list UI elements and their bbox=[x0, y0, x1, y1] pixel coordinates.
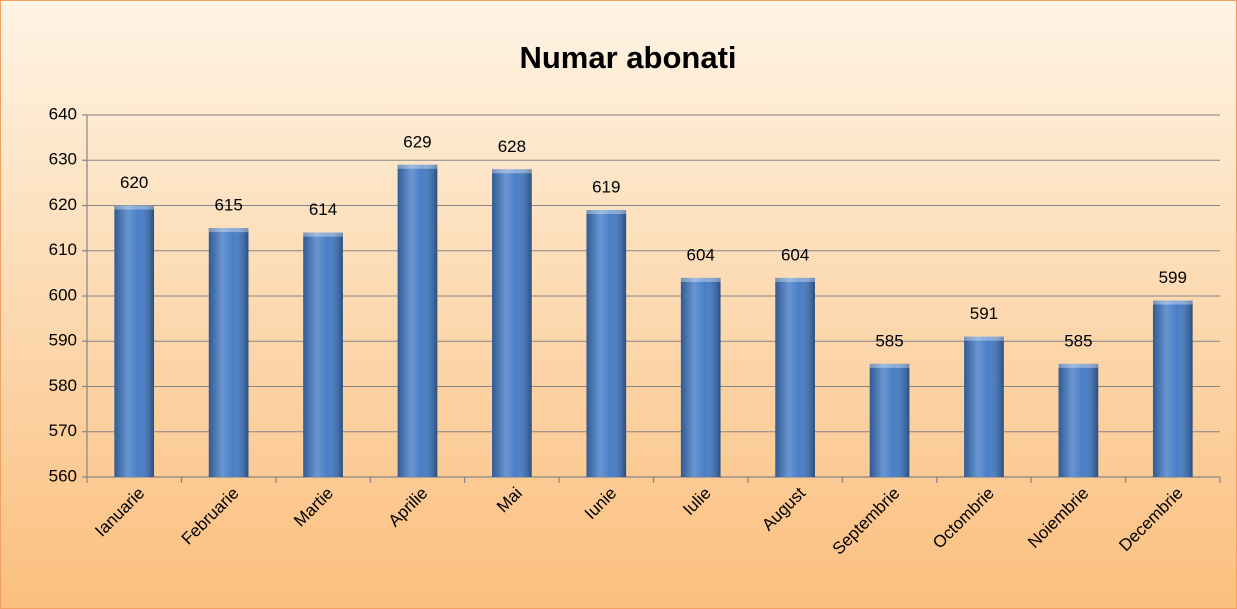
data-label: 614 bbox=[309, 200, 337, 219]
bar-cap bbox=[492, 169, 532, 174]
y-tick-label: 590 bbox=[49, 331, 77, 350]
data-label: 599 bbox=[1159, 268, 1187, 287]
bar-cap bbox=[775, 277, 815, 282]
bar-shade bbox=[1058, 363, 1099, 477]
bar-shade bbox=[869, 363, 910, 477]
y-tick-label: 640 bbox=[49, 104, 77, 123]
bar-cap bbox=[1058, 363, 1099, 368]
y-tick-label: 610 bbox=[49, 240, 77, 259]
y-tick-label: 570 bbox=[49, 421, 77, 440]
bar-shade bbox=[114, 205, 155, 477]
bar-shade bbox=[586, 210, 627, 477]
y-tick-label: 600 bbox=[49, 285, 77, 304]
bar-cap bbox=[586, 210, 627, 215]
bar-cap bbox=[964, 336, 1004, 341]
bar-shade bbox=[208, 228, 249, 477]
data-label: 591 bbox=[970, 304, 998, 323]
data-label: 628 bbox=[498, 137, 526, 156]
y-tick-label: 630 bbox=[49, 150, 77, 169]
data-label: 615 bbox=[214, 196, 242, 215]
y-tick-label: 580 bbox=[49, 376, 77, 395]
bar-shade bbox=[680, 277, 721, 477]
bar-cap bbox=[869, 363, 910, 368]
bar-shade bbox=[964, 336, 1004, 477]
bar-shade bbox=[397, 164, 438, 477]
data-label: 629 bbox=[403, 132, 431, 151]
bar-cap bbox=[680, 277, 721, 282]
y-tick-label: 620 bbox=[49, 195, 77, 214]
bar-shade bbox=[303, 232, 343, 477]
data-label: 620 bbox=[120, 173, 148, 192]
bar-shade bbox=[492, 169, 532, 478]
y-tick-label: 560 bbox=[49, 466, 77, 485]
data-label: 619 bbox=[592, 178, 620, 197]
bar-shade bbox=[775, 277, 815, 477]
bar-cap bbox=[114, 205, 155, 210]
bar-cap bbox=[208, 228, 249, 233]
bar-cap bbox=[303, 232, 343, 237]
data-label: 585 bbox=[875, 331, 903, 350]
chart-title: Numar abonati bbox=[519, 40, 736, 75]
bar-cap bbox=[1152, 300, 1193, 305]
data-label: 585 bbox=[1064, 331, 1092, 350]
data-label: 604 bbox=[687, 245, 715, 264]
bar-shade bbox=[1152, 300, 1193, 477]
data-label: 604 bbox=[781, 245, 809, 264]
bar-cap bbox=[397, 164, 438, 169]
